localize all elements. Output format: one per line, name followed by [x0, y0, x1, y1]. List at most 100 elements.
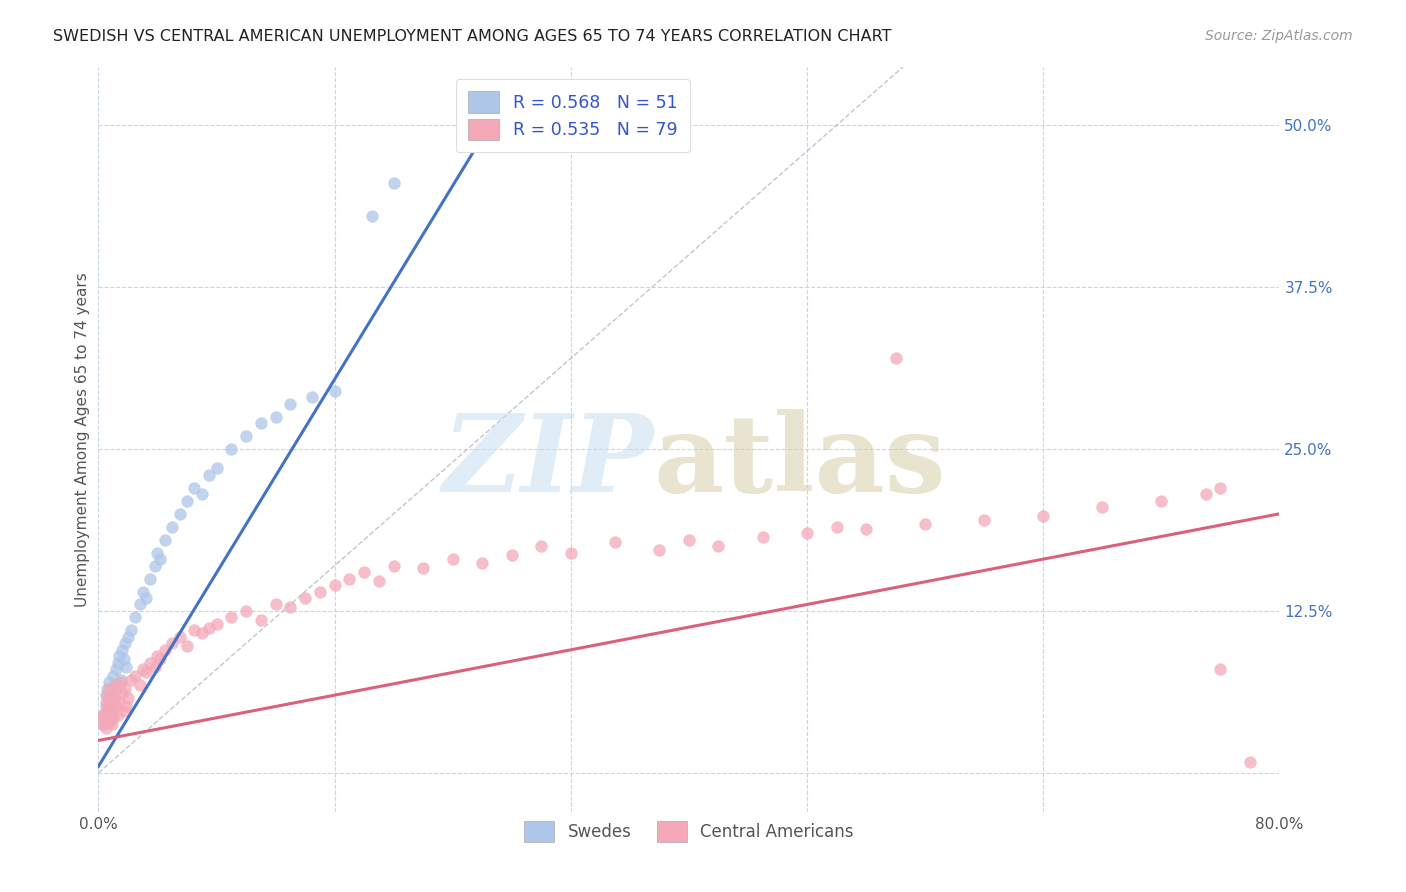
Point [111, 642, 134, 657]
Point [294, 591, 316, 605]
Point [250, 416, 273, 430]
Text: Source: ZipAtlas.com: Source: ZipAtlas.com [1205, 29, 1353, 43]
Point [205, 461, 228, 475]
Point [143, 558, 166, 573]
Point [103, 711, 125, 725]
Point [132, 584, 155, 599]
Point [97, 681, 120, 696]
Point [162, 636, 183, 650]
Point [94, 695, 117, 709]
Point [139, 572, 162, 586]
Point [191, 626, 214, 640]
Point [105, 698, 128, 713]
Point [205, 616, 228, 631]
Point [117, 690, 139, 705]
Point [146, 546, 169, 560]
Point [98, 714, 121, 728]
Point [323, 384, 346, 398]
Text: atlas: atlas [654, 409, 946, 515]
Point [221, 610, 243, 624]
Point [135, 665, 157, 679]
Point [100, 716, 122, 731]
Point [198, 467, 221, 482]
Point [114, 636, 136, 650]
Point [796, 526, 818, 541]
Point [104, 690, 127, 705]
Point [98, 695, 121, 709]
Point [110, 673, 132, 687]
Point [105, 678, 128, 692]
Point [100, 704, 122, 718]
Point [91, 707, 114, 722]
Point [93, 711, 115, 725]
Point [752, 530, 775, 544]
Point [176, 493, 198, 508]
Point [96, 681, 118, 696]
Text: SWEDISH VS CENTRAL AMERICAN UNEMPLOYMENT AMONG AGES 65 TO 74 YEARS CORRELATION C: SWEDISH VS CENTRAL AMERICAN UNEMPLOYMENT… [53, 29, 891, 44]
Point [707, 539, 730, 553]
Point [98, 701, 121, 715]
Point [153, 642, 176, 657]
Point [107, 656, 129, 670]
Point [93, 716, 115, 731]
Point [107, 707, 129, 722]
Point [90, 716, 112, 731]
Point [111, 685, 134, 699]
Point [128, 678, 150, 692]
Point [96, 704, 118, 718]
Point [115, 698, 138, 713]
Point [105, 662, 128, 676]
Point [100, 690, 122, 705]
Point [94, 721, 117, 735]
Point [825, 520, 848, 534]
Point [100, 711, 122, 725]
Point [143, 659, 166, 673]
Point [149, 552, 172, 566]
Y-axis label: Unemployment Among Ages 65 to 74 years: Unemployment Among Ages 65 to 74 years [75, 272, 90, 607]
Point [560, 546, 582, 560]
Point [382, 177, 405, 191]
Point [149, 652, 172, 666]
Point [117, 630, 139, 644]
Point [108, 649, 131, 664]
Point [108, 695, 131, 709]
Point [169, 507, 191, 521]
Point [1091, 500, 1114, 515]
Point [501, 548, 523, 562]
Point [110, 675, 132, 690]
Point [169, 630, 191, 644]
Point [353, 565, 375, 579]
Point [235, 604, 257, 618]
Point [412, 561, 434, 575]
Point [135, 591, 157, 605]
Point [360, 209, 382, 223]
Point [128, 598, 150, 612]
Point [339, 572, 361, 586]
Point [530, 539, 553, 553]
Point [191, 487, 214, 501]
Point [176, 639, 198, 653]
Point [1150, 493, 1173, 508]
Point [97, 695, 120, 709]
Point [855, 522, 877, 536]
Point [96, 688, 118, 702]
Point [124, 610, 146, 624]
Point [235, 429, 257, 443]
Point [153, 533, 176, 547]
Point [198, 621, 221, 635]
Point [120, 673, 142, 687]
Point [103, 669, 125, 683]
Point [120, 624, 142, 638]
Point [103, 688, 125, 702]
Point [162, 520, 183, 534]
Point [114, 681, 136, 696]
Point [914, 517, 936, 532]
Text: ZIP: ZIP [441, 409, 654, 515]
Point [97, 675, 120, 690]
Point [105, 681, 128, 696]
Point [471, 556, 494, 570]
Point [1239, 756, 1261, 770]
Point [221, 442, 243, 456]
Point [124, 669, 146, 683]
Point [112, 704, 135, 718]
